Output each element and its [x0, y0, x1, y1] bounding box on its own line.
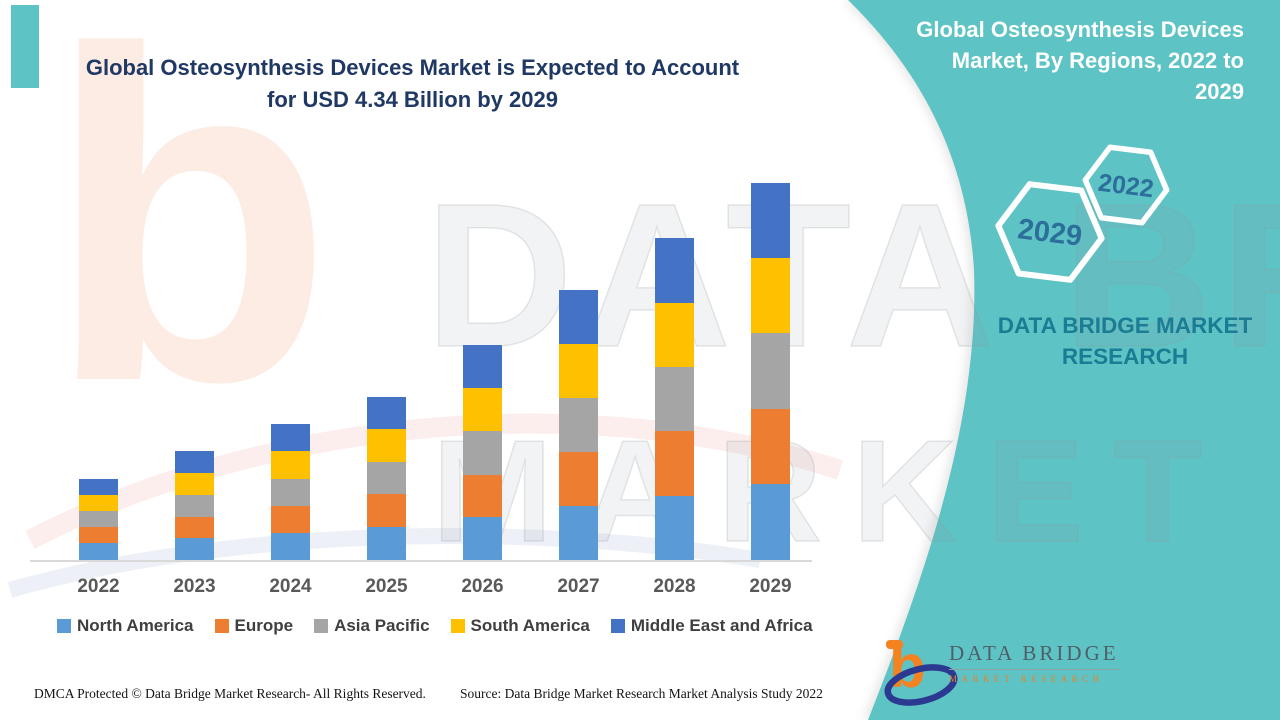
logo-tagline: MARKET RESEARCH	[949, 674, 1104, 684]
bar-segment	[463, 387, 502, 432]
bar-segment	[655, 367, 694, 432]
bar-segment	[175, 538, 214, 560]
x-axis-label: 2028	[653, 576, 696, 597]
dmca-notice: DMCA Protected © Data Bridge Market Rese…	[34, 686, 426, 701]
bar-segment	[271, 533, 310, 560]
bar-segment	[751, 182, 790, 258]
chart-title: Global Osteosynthesis Devices Market is …	[60, 52, 765, 116]
bar-segment	[367, 428, 406, 462]
bar-segment	[751, 257, 790, 334]
bar-segment	[367, 461, 406, 494]
panel-title: Global Osteosynthesis Devices Market, By…	[824, 14, 1244, 107]
bar-segment	[367, 493, 406, 527]
bar-segment	[271, 424, 310, 452]
legend-label: North America	[77, 616, 194, 635]
bar-segment	[367, 396, 406, 429]
panel-title-line3: 2029	[1195, 79, 1244, 104]
panel-brand-line1: DATA BRIDGE MARKET	[997, 313, 1253, 338]
legend-item: Asia Pacific	[314, 616, 430, 636]
bar-segment	[463, 517, 502, 560]
legend-swatch	[450, 619, 465, 633]
panel-brand-line2: RESEARCH	[1061, 344, 1189, 369]
source-citation: Source: Data Bridge Market Research Mark…	[460, 686, 823, 701]
legend-swatch	[57, 619, 71, 633]
legend-item: Europe	[214, 616, 294, 636]
hexagon-badges: 2022 2029	[995, 144, 1170, 283]
legend-item: Middle East and Africa	[610, 616, 813, 636]
legend-label: Middle East and Africa	[630, 616, 813, 635]
hexagon-2022-outline	[1082, 144, 1170, 226]
x-axis-label: 2026	[461, 576, 504, 597]
x-axis-label: 2022	[77, 576, 120, 597]
bar-segment	[79, 479, 118, 495]
chart-title-line1: Global Osteosynthesis Devices Market is …	[85, 55, 740, 80]
chart-title-line2: for USD 4.34 Billion by 2029	[267, 87, 558, 112]
legend-label: South America	[470, 616, 590, 635]
bar-segment	[271, 506, 310, 534]
x-axis-line	[30, 560, 812, 562]
x-axis-label: 2027	[557, 576, 600, 597]
bar-segment	[271, 451, 310, 480]
logo-text-block: DATA BRIDGE MARKET RESEARCH	[949, 641, 1119, 684]
bar-segment	[463, 474, 502, 518]
bar-segment	[175, 494, 214, 517]
bar-segment	[175, 473, 214, 495]
teal-panel-shape	[848, 0, 1280, 720]
legend-label: Asia Pacific	[334, 616, 430, 635]
hexagon-2029: 2029	[995, 181, 1105, 283]
legend-item: South America	[450, 616, 590, 636]
bar-segment	[751, 484, 790, 560]
x-axis-label: 2025	[365, 576, 408, 597]
logo-wordmark: DATA BRIDGE	[949, 641, 1119, 670]
panel-title-line1: Global Osteosynthesis Devices	[916, 17, 1244, 42]
panel-brand-text: DATA BRIDGE MARKET RESEARCH	[960, 310, 1280, 372]
bar-segment	[559, 452, 598, 507]
bar-segment	[79, 543, 118, 560]
hexagon-2029-label: 2029	[1016, 213, 1084, 253]
x-axis-label: 2029	[749, 576, 792, 597]
watermark-b-letter: b	[46, 0, 334, 479]
bar-segment	[655, 302, 694, 368]
bar-segment	[367, 526, 406, 560]
bar-segment	[655, 237, 694, 303]
legend-swatch	[610, 619, 625, 633]
legend-swatch	[314, 619, 329, 633]
bar-segment	[463, 431, 502, 475]
bar-segment	[271, 479, 310, 507]
corner-accent-bar	[11, 5, 39, 88]
bar-segment	[79, 494, 118, 512]
legend-item: North America	[57, 616, 194, 636]
bar-segment	[559, 289, 598, 345]
bar-segment	[79, 526, 118, 544]
bar-segment	[751, 408, 790, 485]
logo-b-icon: b	[884, 633, 958, 706]
x-axis-label: 2024	[269, 576, 312, 597]
hexagon-2022: 2022	[1082, 144, 1170, 226]
hexagon-2022-label: 2022	[1097, 169, 1156, 204]
panel-title-line2: Market, By Regions, 2022 to	[951, 48, 1244, 73]
bar-segment	[559, 398, 598, 453]
bar-segment	[463, 345, 502, 388]
bar-segment	[655, 495, 694, 560]
bar-segment	[559, 344, 598, 399]
legend-swatch	[214, 619, 229, 633]
bar-segment	[559, 506, 598, 560]
chart-legend: North America Europe Asia Pacific South Ame…	[57, 616, 813, 636]
bar-segment	[175, 516, 214, 539]
x-axis-label: 2023	[173, 576, 216, 597]
bar-segment	[79, 511, 118, 527]
bar-segment	[751, 333, 790, 409]
hexagon-2029-outline	[995, 181, 1105, 283]
legend-label: Europe	[234, 616, 294, 635]
data-bridge-logo: b DATA BRIDGE MARKET RESEARCH	[883, 625, 1119, 715]
bar-segment	[655, 431, 694, 496]
bar-segment	[175, 451, 214, 474]
